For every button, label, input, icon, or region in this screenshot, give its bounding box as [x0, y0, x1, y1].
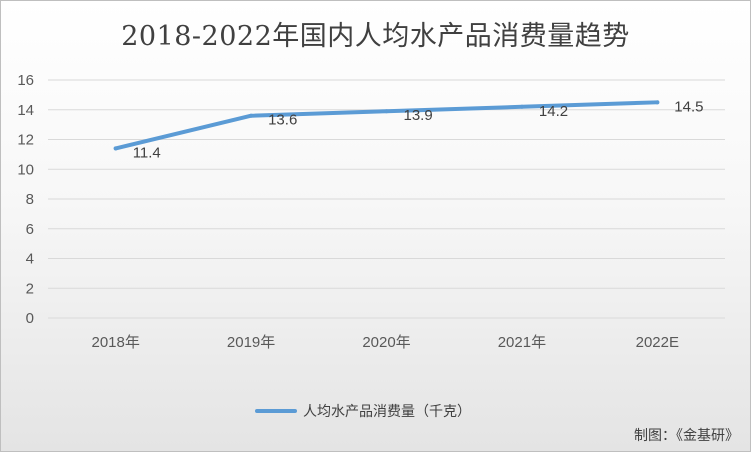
y-tick-label: 10 — [17, 161, 34, 178]
data-point — [384, 109, 389, 114]
x-tick-label: 2021年 — [498, 334, 546, 351]
legend: 人均水产品消费量（千克） — [255, 400, 471, 422]
x-tick-label: 2018年 — [92, 334, 140, 351]
y-tick-label: 0 — [26, 310, 34, 327]
y-tick-label: 6 — [26, 221, 34, 238]
legend-swatch — [255, 409, 297, 413]
y-tick-label: 8 — [26, 191, 34, 208]
data-point — [519, 104, 524, 109]
x-tick-label: 2022E — [636, 334, 679, 351]
data-label: 13.6 — [268, 112, 297, 129]
y-tick-label: 16 — [17, 72, 34, 89]
series-line — [113, 100, 660, 151]
data-label: 11.4 — [133, 144, 161, 161]
y-tick-label: 14 — [17, 102, 34, 119]
legend-label: 人均水产品消费量（千克） — [303, 404, 471, 420]
data-point — [655, 100, 660, 105]
data-label: 14.2 — [539, 103, 568, 120]
y-tick-label: 12 — [17, 132, 34, 149]
data-point — [249, 113, 254, 118]
y-tick-label: 2 — [26, 280, 34, 297]
chart-credit: 制图：《金基研》 — [634, 428, 739, 444]
chart-title: 2018-2022年国内人均水产品消费量趋势 — [121, 21, 630, 52]
y-tick-label: 4 — [26, 251, 34, 268]
data-point — [113, 146, 118, 151]
data-label: 13.9 — [404, 107, 433, 124]
x-tick-label: 2019年 — [227, 334, 275, 351]
data-label: 14.5 — [674, 98, 703, 115]
x-tick-label: 2020年 — [362, 334, 410, 351]
